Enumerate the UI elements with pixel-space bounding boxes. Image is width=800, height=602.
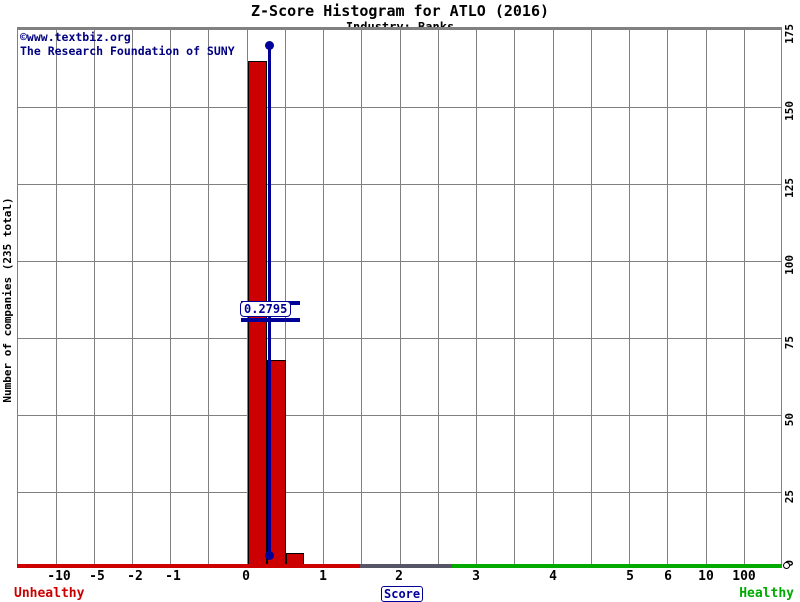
x-tick-label: 3 bbox=[472, 569, 480, 584]
marker-dot-bottom bbox=[265, 551, 274, 560]
gridline-vertical bbox=[247, 30, 248, 566]
y-tick-label: 175 bbox=[783, 24, 796, 44]
gridline-vertical bbox=[285, 30, 286, 566]
gridline-vertical bbox=[361, 30, 362, 566]
gridline-vertical bbox=[170, 30, 171, 566]
chart-title: Z-Score Histogram for ATLO (2016) bbox=[250, 2, 549, 20]
gridline-vertical bbox=[706, 30, 707, 566]
x-tick-label: 10 bbox=[698, 569, 714, 584]
x-tick-label: 100 bbox=[732, 569, 756, 584]
x-tick-label: 0 bbox=[242, 569, 250, 584]
gridline-vertical bbox=[553, 30, 554, 566]
gridline-vertical bbox=[323, 30, 324, 566]
x-tick-label: 5 bbox=[626, 569, 634, 584]
y-tick-label: 150 bbox=[783, 101, 796, 121]
gridline-vertical bbox=[667, 30, 668, 566]
gridline-vertical bbox=[438, 30, 439, 566]
marker-dot-top bbox=[265, 41, 274, 50]
scale-bar-endpoint bbox=[783, 562, 790, 569]
gridline-vertical bbox=[476, 30, 477, 566]
x-tick-label: 1 bbox=[319, 569, 327, 584]
y-tick-label: 25 bbox=[783, 490, 796, 504]
x-tick-label: -5 bbox=[89, 569, 105, 584]
gridline-horizontal bbox=[18, 492, 781, 493]
y-tick-label: 100 bbox=[783, 255, 796, 275]
x-tick-label: 2 bbox=[395, 569, 403, 584]
x-tick-label: 6 bbox=[664, 569, 672, 584]
x-tick-label: 4 bbox=[549, 569, 557, 584]
x-tick-label: -1 bbox=[165, 569, 181, 584]
gridline-horizontal bbox=[18, 261, 781, 262]
gridline-horizontal bbox=[18, 107, 781, 108]
y-tick-label: 125 bbox=[783, 178, 796, 198]
y-tick-label: 75 bbox=[783, 336, 796, 350]
watermark: ©www.textbiz.org The Research Foundation… bbox=[20, 30, 235, 58]
gridline-vertical bbox=[629, 30, 630, 566]
x-tick-label: -10 bbox=[47, 569, 71, 584]
gridline-horizontal bbox=[18, 184, 781, 185]
watermark-line-2: The Research Foundation of SUNY bbox=[20, 44, 235, 58]
scale-bar-neutral bbox=[360, 564, 452, 568]
healthy-label: Healthy bbox=[739, 586, 794, 601]
scale-bar-healthy bbox=[452, 564, 782, 568]
x-tick-label: -2 bbox=[127, 569, 143, 584]
gridline-vertical bbox=[744, 30, 745, 566]
gridline-horizontal bbox=[18, 338, 781, 339]
gridline-vertical bbox=[132, 30, 133, 566]
marker-line bbox=[268, 46, 271, 555]
watermark-line-1: ©www.textbiz.org bbox=[20, 30, 131, 44]
x-axis-title: Score bbox=[381, 586, 424, 602]
gridline-vertical bbox=[400, 30, 401, 566]
marker-cap-lower bbox=[241, 318, 300, 322]
gridline-vertical bbox=[56, 30, 57, 566]
gridline-vertical bbox=[94, 30, 95, 566]
gridline-vertical bbox=[514, 30, 515, 566]
marker-value-label: 0.2795 bbox=[240, 301, 292, 317]
y-tick-label: 50 bbox=[783, 413, 796, 427]
scale-bar-unhealthy bbox=[17, 564, 360, 568]
y-axis-title: Number of companies (235 total) bbox=[1, 197, 14, 403]
plot-area: 0.2795 bbox=[17, 27, 782, 566]
gridline-horizontal bbox=[18, 415, 781, 416]
gridline-vertical bbox=[591, 30, 592, 566]
gridline-vertical bbox=[208, 30, 209, 566]
unhealthy-label: Unhealthy bbox=[14, 586, 85, 601]
